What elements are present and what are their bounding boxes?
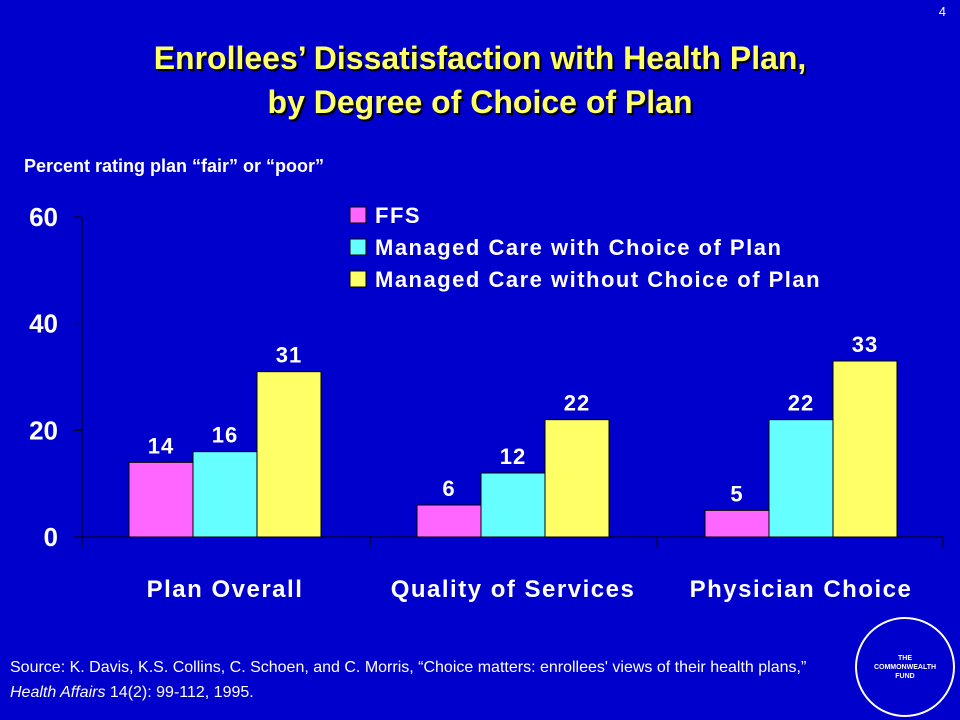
page-title: Enrollees’ Dissatisfaction with Health P… <box>0 36 960 124</box>
page-number: 4 <box>938 4 946 19</box>
data-label: 31 <box>276 343 302 368</box>
y-tick-label: 20 <box>29 415 58 445</box>
source-note: Source: K. Davis, K.S. Collins, C. Schoe… <box>10 655 830 705</box>
bar <box>128 461 194 538</box>
source-prefix: Source: K. Davis, K.S. Collins, C. Schoe… <box>10 659 807 676</box>
legend-label: Managed Care without Choice of Plan <box>375 267 821 292</box>
logo-line-3: FUND <box>895 672 915 680</box>
logo-line-1: THE <box>898 654 912 662</box>
legend-swatch <box>349 270 367 288</box>
chart-subtitle: Percent rating plan “fair” or “poor” <box>24 156 325 176</box>
title-line-2: by Degree of Choice of Plan <box>267 84 693 120</box>
data-label: 33 <box>852 332 878 357</box>
data-label: 16 <box>212 423 238 448</box>
legend-label: FFS <box>375 203 421 228</box>
legend-swatch <box>349 206 367 224</box>
legend-label: Managed Care with Choice of Plan <box>375 235 782 260</box>
data-label: 22 <box>564 391 590 416</box>
data-label: 5 <box>730 481 743 506</box>
bar <box>416 504 482 538</box>
bar <box>480 472 546 538</box>
bar <box>704 509 770 538</box>
data-label: 12 <box>500 444 526 469</box>
legend-swatch <box>349 238 367 256</box>
bar-chart: 0 20 40 60 14 16 31 Plan Overall 6 12 22 Quality of… <box>29 202 944 603</box>
x-category-label: Quality of Services <box>391 576 636 603</box>
y-tick-label: 40 <box>29 309 58 339</box>
x-category-label: Physician Choice <box>690 576 913 603</box>
y-tick-label: 60 <box>29 202 58 232</box>
data-label: 14 <box>148 433 174 458</box>
commonwealth-fund-logo: THE COMMONWEALTH FUND <box>855 617 955 717</box>
bar <box>832 360 898 538</box>
data-label: 22 <box>788 391 814 416</box>
source-suffix: 14(2): 99-112, 1995. <box>105 684 254 701</box>
bar <box>192 451 258 538</box>
bar <box>544 419 610 538</box>
bar <box>768 419 834 538</box>
x-category-label: Plan Overall <box>147 576 304 603</box>
y-tick-label: 0 <box>44 522 58 552</box>
bar <box>256 371 322 538</box>
logo-line-2: COMMONWEALTH <box>873 663 937 671</box>
title-line-1: Enrollees’ Dissatisfaction with Health P… <box>153 40 807 76</box>
source-journal: Health Affairs <box>10 684 106 701</box>
data-label: 6 <box>442 476 455 501</box>
